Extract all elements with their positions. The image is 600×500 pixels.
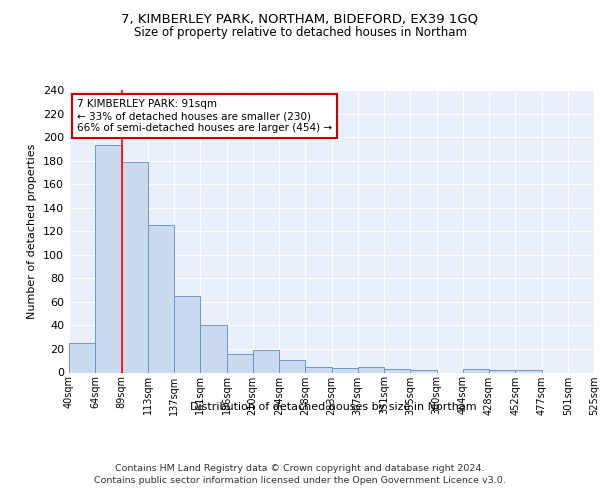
Bar	[331, 368, 358, 372]
Bar	[174, 296, 200, 372]
Y-axis label: Number of detached properties: Number of detached properties	[28, 144, 37, 319]
Bar	[463, 369, 489, 372]
Bar	[95, 146, 121, 372]
Text: Distribution of detached houses by size in Northam: Distribution of detached houses by size …	[190, 402, 476, 412]
Bar	[489, 370, 515, 372]
Text: Size of property relative to detached houses in Northam: Size of property relative to detached ho…	[133, 26, 467, 39]
Bar	[305, 366, 331, 372]
Bar	[358, 366, 384, 372]
Bar	[227, 354, 253, 372]
Text: 7, KIMBERLEY PARK, NORTHAM, BIDEFORD, EX39 1GQ: 7, KIMBERLEY PARK, NORTHAM, BIDEFORD, EX…	[121, 12, 479, 26]
Bar	[148, 226, 174, 372]
Bar	[279, 360, 305, 372]
Bar	[200, 326, 227, 372]
Bar	[410, 370, 437, 372]
Bar	[515, 370, 542, 372]
Bar	[121, 162, 148, 372]
Text: Contains public sector information licensed under the Open Government Licence v3: Contains public sector information licen…	[94, 476, 506, 485]
Text: 7 KIMBERLEY PARK: 91sqm
← 33% of detached houses are smaller (230)
66% of semi-d: 7 KIMBERLEY PARK: 91sqm ← 33% of detache…	[77, 100, 332, 132]
Bar	[384, 369, 410, 372]
Bar	[69, 343, 95, 372]
Bar	[253, 350, 279, 372]
Text: Contains HM Land Registry data © Crown copyright and database right 2024.: Contains HM Land Registry data © Crown c…	[115, 464, 485, 473]
